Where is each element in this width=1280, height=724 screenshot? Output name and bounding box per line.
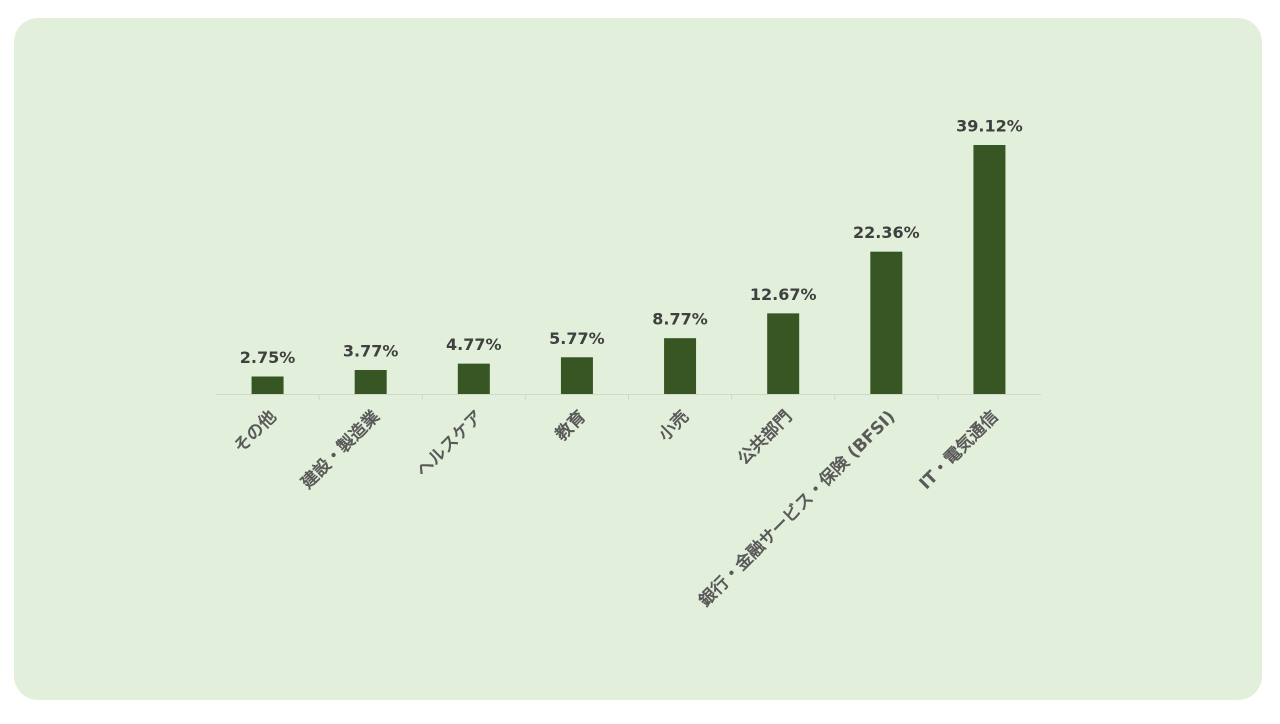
data-label: 22.36% bbox=[853, 223, 920, 242]
bar bbox=[457, 363, 490, 394]
card-background bbox=[14, 18, 1262, 700]
data-label: 2.75% bbox=[240, 348, 296, 367]
bar bbox=[973, 145, 1006, 394]
data-label: 3.77% bbox=[343, 342, 399, 361]
data-label: 12.67% bbox=[750, 285, 817, 304]
bar bbox=[767, 313, 800, 394]
data-label: 8.77% bbox=[652, 310, 708, 329]
bar bbox=[354, 370, 387, 394]
bar bbox=[664, 338, 697, 394]
data-label: 39.12% bbox=[956, 117, 1023, 136]
bar bbox=[560, 357, 593, 394]
data-label: 5.77% bbox=[549, 329, 605, 348]
bar bbox=[251, 376, 284, 394]
bar bbox=[870, 251, 903, 394]
data-label: 4.77% bbox=[446, 335, 502, 354]
